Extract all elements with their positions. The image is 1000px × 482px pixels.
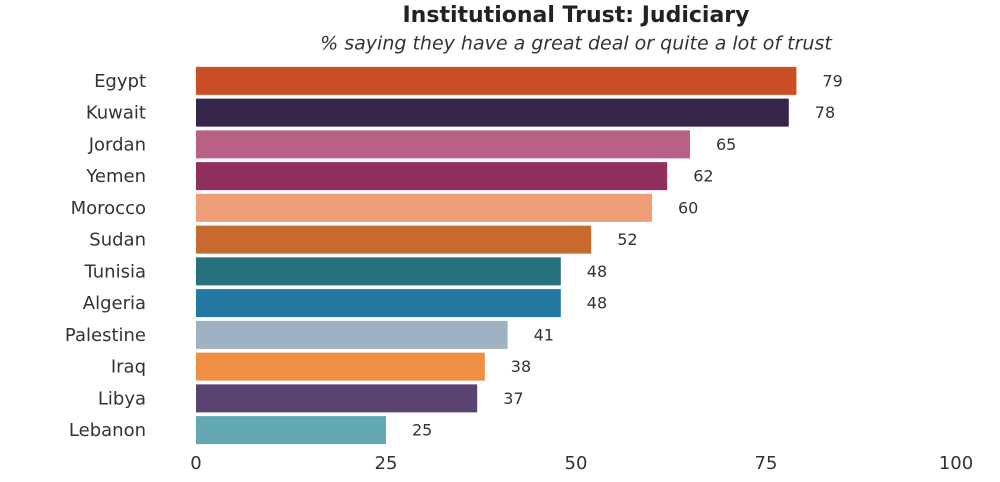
value-label: 37 xyxy=(503,389,523,408)
y-tick-label: Egypt xyxy=(94,71,146,92)
y-tick-label: Palestine xyxy=(65,325,146,346)
value-label: 48 xyxy=(587,294,607,313)
y-tick-label: Morocco xyxy=(71,198,146,219)
y-tick-label: Sudan xyxy=(89,230,146,251)
bar xyxy=(196,193,652,222)
value-label: 62 xyxy=(693,167,713,186)
bar xyxy=(196,384,478,413)
y-tick-label: Algeria xyxy=(83,293,146,314)
value-label: 78 xyxy=(815,103,835,122)
value-label: 52 xyxy=(617,230,637,249)
value-label: 41 xyxy=(534,325,554,344)
y-tick-label: Kuwait xyxy=(86,103,146,124)
value-label: 25 xyxy=(412,421,432,440)
bar xyxy=(196,66,797,95)
y-tick-label: Libya xyxy=(98,388,146,409)
bar xyxy=(196,225,592,254)
bar xyxy=(196,416,386,445)
value-label: 65 xyxy=(716,135,736,154)
x-tick-label: 100 xyxy=(939,453,973,474)
y-tick-label: Tunisia xyxy=(84,261,147,282)
bar xyxy=(196,162,668,191)
x-tick-label: 0 xyxy=(190,453,201,474)
value-label: 38 xyxy=(511,357,531,376)
bar xyxy=(196,98,789,127)
value-label: 48 xyxy=(587,262,607,281)
y-tick-label: Yemen xyxy=(85,166,146,187)
y-tick-label: Jordan xyxy=(88,134,146,155)
value-label: 60 xyxy=(678,198,698,217)
bar xyxy=(196,130,690,159)
y-tick-label: Iraq xyxy=(111,357,146,378)
bar xyxy=(196,320,508,349)
bar xyxy=(196,289,561,318)
x-tick-label: 50 xyxy=(565,453,588,474)
value-label: 79 xyxy=(822,71,842,90)
x-tick-label: 25 xyxy=(375,453,398,474)
x-tick-label: 75 xyxy=(755,453,778,474)
chart-title: Institutional Trust: Judiciary xyxy=(403,3,750,28)
bar xyxy=(196,352,485,381)
bar xyxy=(196,257,561,286)
y-tick-label: Lebanon xyxy=(69,420,146,441)
chart-subtitle: % saying they have a great deal or quite… xyxy=(320,33,833,55)
